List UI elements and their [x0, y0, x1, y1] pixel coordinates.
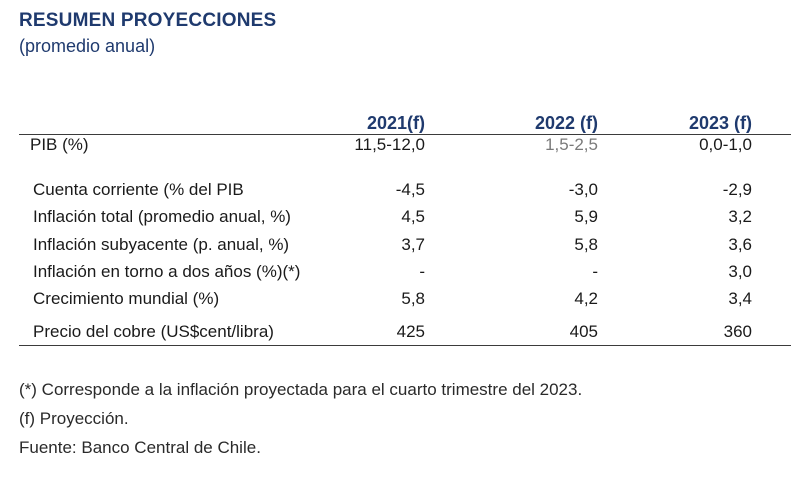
row-label: Inflación total (promedio anual, %)	[33, 207, 291, 226]
row-value-2021: 5,8	[401, 289, 425, 308]
row-value-2021: 11,5-12,0	[354, 135, 425, 154]
page-title: RESUMEN PROYECCIONES	[19, 10, 277, 31]
row-value-2023: 3,0	[728, 262, 752, 281]
source-note: Fuente: Banco Central de Chile.	[19, 438, 261, 457]
row-label: Inflación en torno a dos años (%)(*)	[33, 262, 301, 281]
column-header-2023: 2023 (f)	[688, 113, 752, 133]
row-value-2023: 3,2	[728, 207, 752, 226]
row-value-2021: 3,7	[401, 235, 425, 254]
table-row-inflacion-dos-anos: Inflación en torno a dos años (%)(*) - -…	[0, 262, 807, 284]
row-value-2023: 3,6	[728, 235, 752, 254]
table-row-crecimiento-mundial: Crecimiento mundial (%) 5,8 4,2 3,4	[0, 289, 807, 311]
footnote-asterisk: (*) Corresponde a la inflación proyectad…	[19, 380, 583, 399]
row-value-2022: 5,9	[574, 207, 598, 226]
row-label: PIB (%)	[30, 135, 89, 154]
row-value-2022: 1,5-2,5	[545, 135, 598, 154]
table-row-precio-cobre: Precio del cobre (US$cent/libra) 425 405…	[0, 322, 807, 344]
row-value-2023: -2,9	[722, 180, 752, 199]
row-value-2021: -4,5	[395, 180, 425, 199]
row-value-2022: -3,0	[568, 180, 598, 199]
row-value-2021: 4,5	[401, 207, 425, 226]
table-top-rule	[19, 134, 791, 135]
row-label: Precio del cobre (US$cent/libra)	[33, 322, 274, 341]
row-value-2023: 360	[723, 322, 752, 341]
column-header-2021: 2021(f)	[366, 113, 425, 133]
row-value-2023: 3,4	[728, 289, 752, 308]
row-label: Inflación subyacente (p. anual, %)	[33, 235, 290, 254]
page-subtitle: (promedio anual)	[19, 36, 156, 56]
row-value-2023: 0,0-1,0	[699, 135, 752, 154]
table-row-cuenta-corriente: Cuenta corriente (% del PIB -4,5 -3,0 -2…	[0, 180, 807, 202]
row-value-2022: -	[592, 262, 598, 281]
table-row-inflacion-subyacente: Inflación subyacente (p. anual, %) 3,7 5…	[0, 235, 807, 257]
row-value-2022: 405	[569, 322, 598, 341]
table-row-inflacion-total: Inflación total (promedio anual, %) 4,5 …	[0, 207, 807, 229]
row-label: Crecimiento mundial (%)	[33, 289, 220, 308]
row-value-2021: 425	[396, 322, 425, 341]
footnote-projection: (f) Proyección.	[19, 409, 129, 428]
table-bottom-rule	[19, 345, 791, 346]
column-header-2022: 2022 (f)	[534, 113, 598, 133]
row-label: Cuenta corriente (% del PIB	[33, 180, 244, 199]
table-row-pib: PIB (%) 11,5-12,0 1,5-2,5 0,0-1,0	[0, 135, 807, 157]
row-value-2022: 4,2	[574, 289, 598, 308]
row-value-2022: 5,8	[574, 235, 598, 254]
row-value-2021: -	[419, 262, 425, 281]
